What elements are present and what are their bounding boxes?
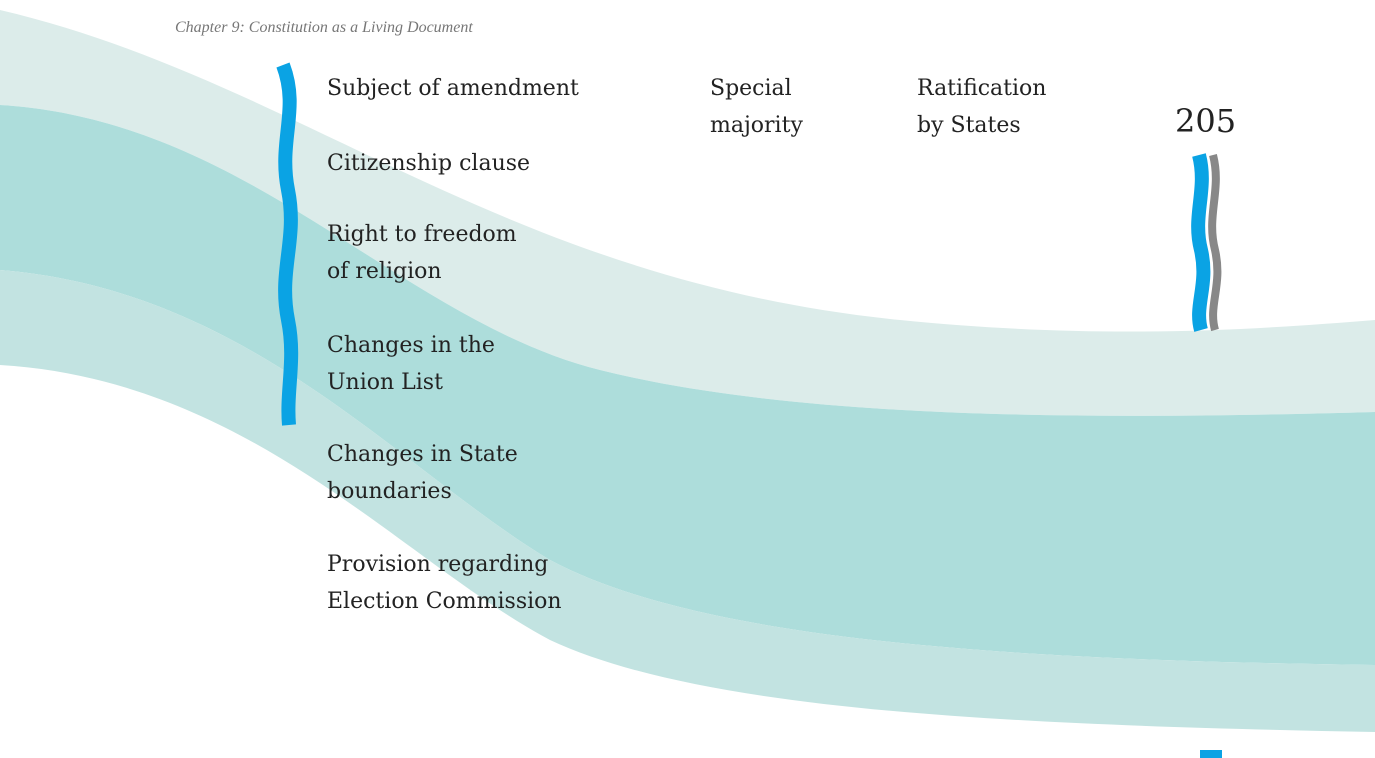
column-header: Subject of amendment xyxy=(327,76,579,101)
chapter-header: Chapter 9: Constitution as a Living Docu… xyxy=(175,19,473,36)
row-label: of religion xyxy=(327,259,442,284)
wavy-line-end xyxy=(1200,750,1222,758)
row-label: boundaries xyxy=(327,479,452,504)
band-light xyxy=(0,10,1375,416)
column-header: majority xyxy=(710,113,803,138)
band-pale xyxy=(0,270,1375,732)
row-label: Changes in the xyxy=(327,333,495,358)
table: Subject of amendment Special majority Ratif… xyxy=(327,76,1046,614)
page-number: 205 xyxy=(1175,102,1236,140)
row-label: Right to freedom xyxy=(327,222,517,247)
band-teal xyxy=(0,105,1375,665)
row-label: Provision regarding xyxy=(327,552,548,577)
wavy-line-shadow xyxy=(1208,154,1222,332)
row-label: Citizenship clause xyxy=(327,151,530,176)
row-label: Union List xyxy=(327,370,443,395)
wavy-line xyxy=(1191,153,1211,332)
row-label: Election Commission xyxy=(327,589,562,614)
wavy-line xyxy=(276,62,299,426)
column-header: Ratification xyxy=(917,76,1046,101)
row-label: Changes in State xyxy=(327,442,518,467)
column-header: Special xyxy=(710,76,792,101)
column-header: by States xyxy=(917,113,1021,138)
